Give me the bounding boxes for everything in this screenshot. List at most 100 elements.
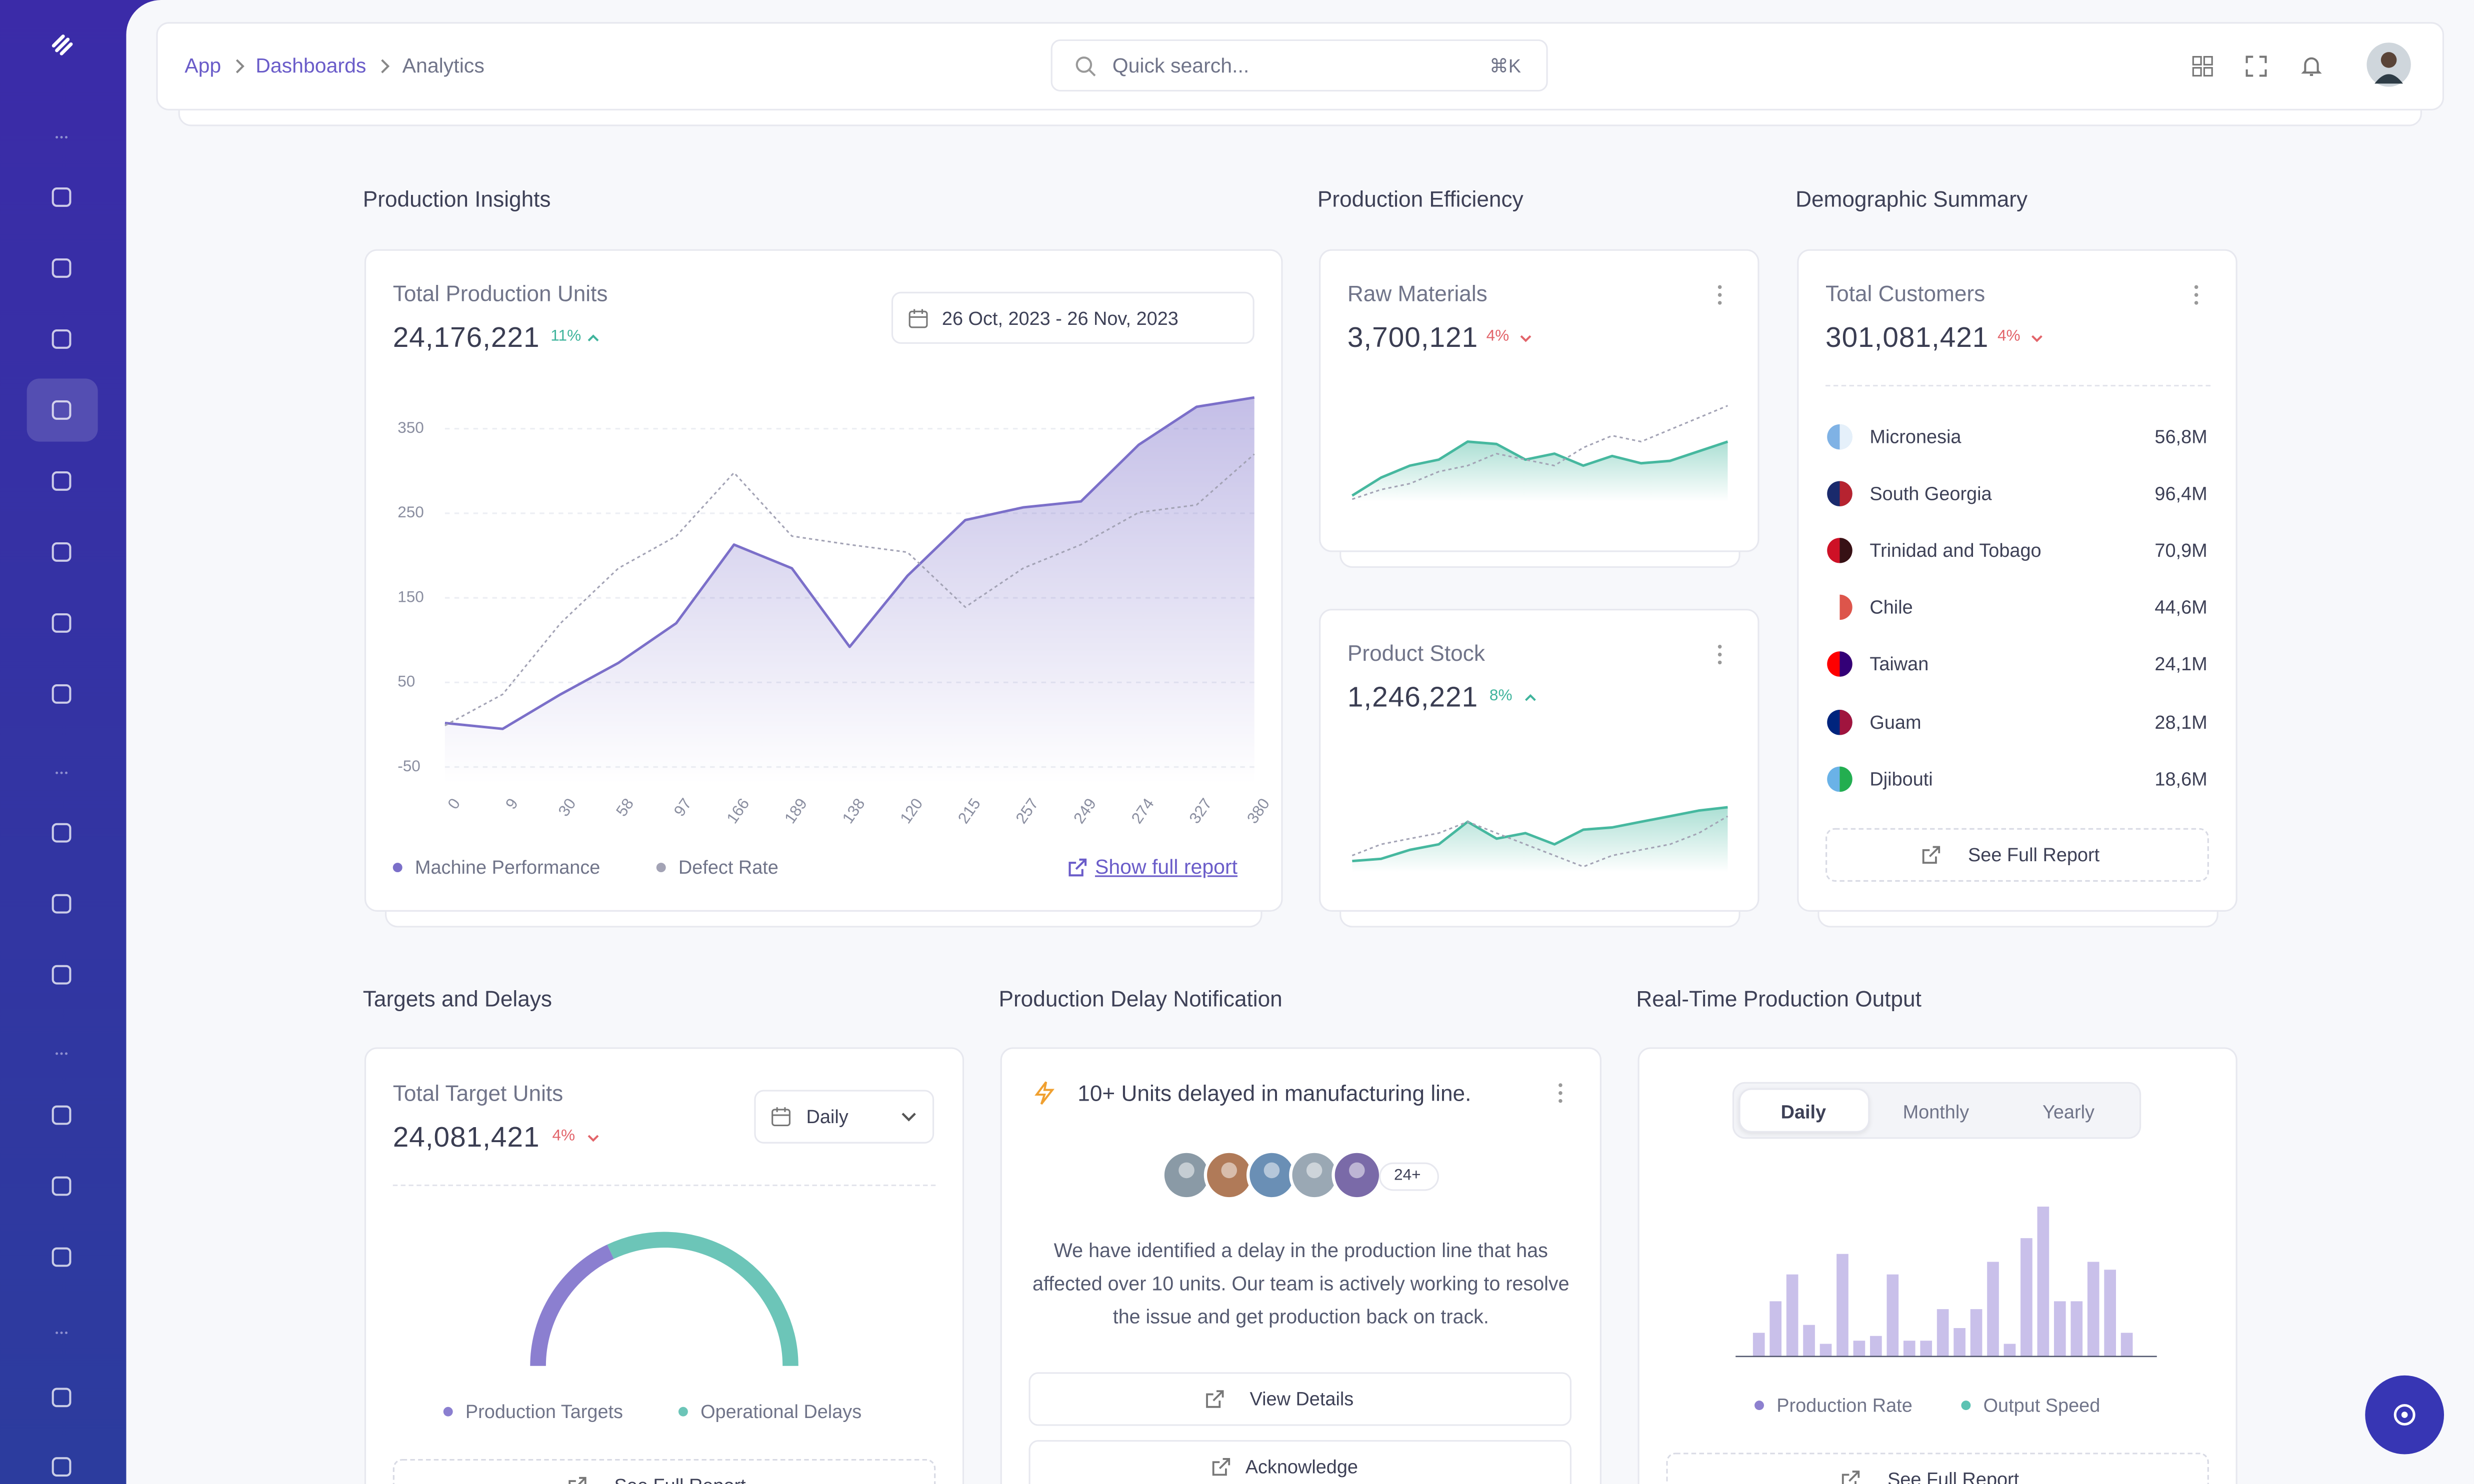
legend-label: Operational Delays [700, 1401, 862, 1423]
country-name: Djibouti [1870, 767, 1933, 790]
nav-icon[interactable] [49, 255, 74, 280]
y-tick-label: 150 [398, 587, 424, 605]
legend-label: Defect Rate [678, 856, 778, 879]
button[interactable] [1826, 828, 2209, 882]
card-edge [1818, 911, 2218, 928]
x-tick-label: 327 [1186, 795, 1216, 827]
breadcrumb-separator [236, 59, 244, 73]
legend-dot [678, 1407, 688, 1417]
line-chart: -50 50 150 250 350 0 9 30 58 97 166 189 138 120 215 257… [398, 396, 1273, 827]
line [1352, 405, 1728, 500]
card-edge [1340, 911, 1740, 928]
nav-icon[interactable] [49, 1245, 74, 1270]
card-title: Raw Materials [1347, 280, 1488, 306]
line-chart [1352, 405, 1728, 502]
more-menu[interactable] [1707, 282, 1732, 307]
bar [1970, 1309, 1982, 1357]
more-menu[interactable] [2184, 282, 2208, 307]
button[interactable] [392, 1459, 936, 1484]
line [1352, 815, 1728, 868]
nav-icon[interactable] [49, 184, 74, 209]
legend-dot [1961, 1401, 1971, 1411]
bar [1920, 1341, 1932, 1357]
bar-chart [1736, 1207, 2157, 1358]
user-avatar [1161, 1150, 1212, 1201]
nav-icon[interactable] [49, 610, 74, 635]
fullscreen-icon[interactable] [2244, 53, 2268, 78]
x-tick-label: 274 [1128, 795, 1158, 827]
tab[interactable]: Yearly [2042, 1101, 2094, 1123]
settings-button[interactable] [2365, 1375, 2444, 1455]
flag-icon [1827, 766, 1852, 791]
bar [1820, 1344, 1832, 1357]
line [444, 453, 1255, 726]
bar [1803, 1325, 1815, 1357]
nav-icon[interactable] [49, 891, 74, 916]
change-percent: 4% [1998, 328, 2020, 346]
nav-icon[interactable] [49, 1103, 74, 1128]
flag-icon [1827, 709, 1852, 734]
legend-dot [392, 863, 402, 873]
nav-icon[interactable] [49, 962, 74, 987]
button[interactable] [1666, 1453, 2209, 1484]
nav-icon[interactable] [49, 820, 74, 845]
nav-icon[interactable] [49, 1454, 74, 1479]
more-menu[interactable] [1707, 642, 1732, 667]
notification-icon[interactable] [2299, 53, 2324, 78]
line-chart [1352, 806, 1728, 873]
line [1352, 440, 1728, 497]
apps-icon[interactable] [2190, 53, 2215, 78]
active-tab[interactable] [1738, 1088, 1870, 1133]
dropdown-arrow [902, 1113, 916, 1122]
button-label: Acknowledge [1245, 1456, 1358, 1478]
bar [2120, 1333, 2133, 1357]
button-label: See Full Report [1968, 844, 2100, 866]
date-picker[interactable] [891, 291, 1254, 344]
search-placeholder: Quick search... [1112, 53, 1250, 77]
nav-icon[interactable] [49, 1174, 74, 1199]
nav-icon[interactable] [49, 326, 74, 351]
bar [1886, 1274, 1899, 1357]
gauge-chart [530, 1232, 798, 1366]
card-total: 24,176,221 [392, 321, 540, 353]
card-title: Total Production Units [392, 280, 608, 306]
avatar-more-count: 24+ [1394, 1167, 1421, 1185]
breadcrumb-item: App [184, 53, 222, 77]
bar [1954, 1328, 1966, 1357]
bar [2104, 1270, 2116, 1357]
change-percent: 4% [1486, 328, 1510, 346]
tab[interactable]: Daily [1780, 1101, 1826, 1123]
legend-label: Machine Performance [414, 856, 600, 879]
card-title: Total Target Units [392, 1080, 564, 1106]
bar [1903, 1341, 1916, 1357]
section-title: Production Delay Notification [998, 986, 1282, 1011]
button[interactable] [1028, 1372, 1572, 1426]
nav-icon[interactable] [49, 468, 74, 493]
breadcrumb-separator [381, 59, 390, 73]
nav-icon[interactable] [49, 397, 74, 422]
nav-icon[interactable] [49, 681, 74, 706]
report-link[interactable]: Show full report [1094, 855, 1238, 879]
tab[interactable]: Monthly [1902, 1101, 1970, 1123]
button-icon [1922, 846, 1940, 864]
more-menu[interactable] [1548, 1081, 1573, 1106]
button[interactable] [1028, 1440, 1572, 1484]
bar [2037, 1207, 2050, 1357]
nav-icon[interactable] [49, 539, 74, 564]
period-value: Daily [806, 1106, 848, 1128]
flag-icon [1827, 481, 1852, 507]
bar [1870, 1336, 1882, 1357]
button-label: View Details [1250, 1388, 1354, 1411]
logo [52, 34, 73, 55]
bar [2070, 1301, 2083, 1357]
nav-separator [56, 771, 68, 774]
trend-arrow [1520, 335, 1532, 342]
period-dropdown[interactable] [754, 1090, 934, 1144]
gauge-arc [607, 1232, 798, 1366]
avatar[interactable] [2366, 42, 2411, 87]
x-tick-label: 58 [612, 795, 638, 819]
country-name: Chile [1870, 596, 1913, 619]
search-box[interactable] [1050, 39, 1548, 92]
country-value: 44,6M [2154, 596, 2208, 619]
nav-icon[interactable] [49, 1385, 74, 1410]
